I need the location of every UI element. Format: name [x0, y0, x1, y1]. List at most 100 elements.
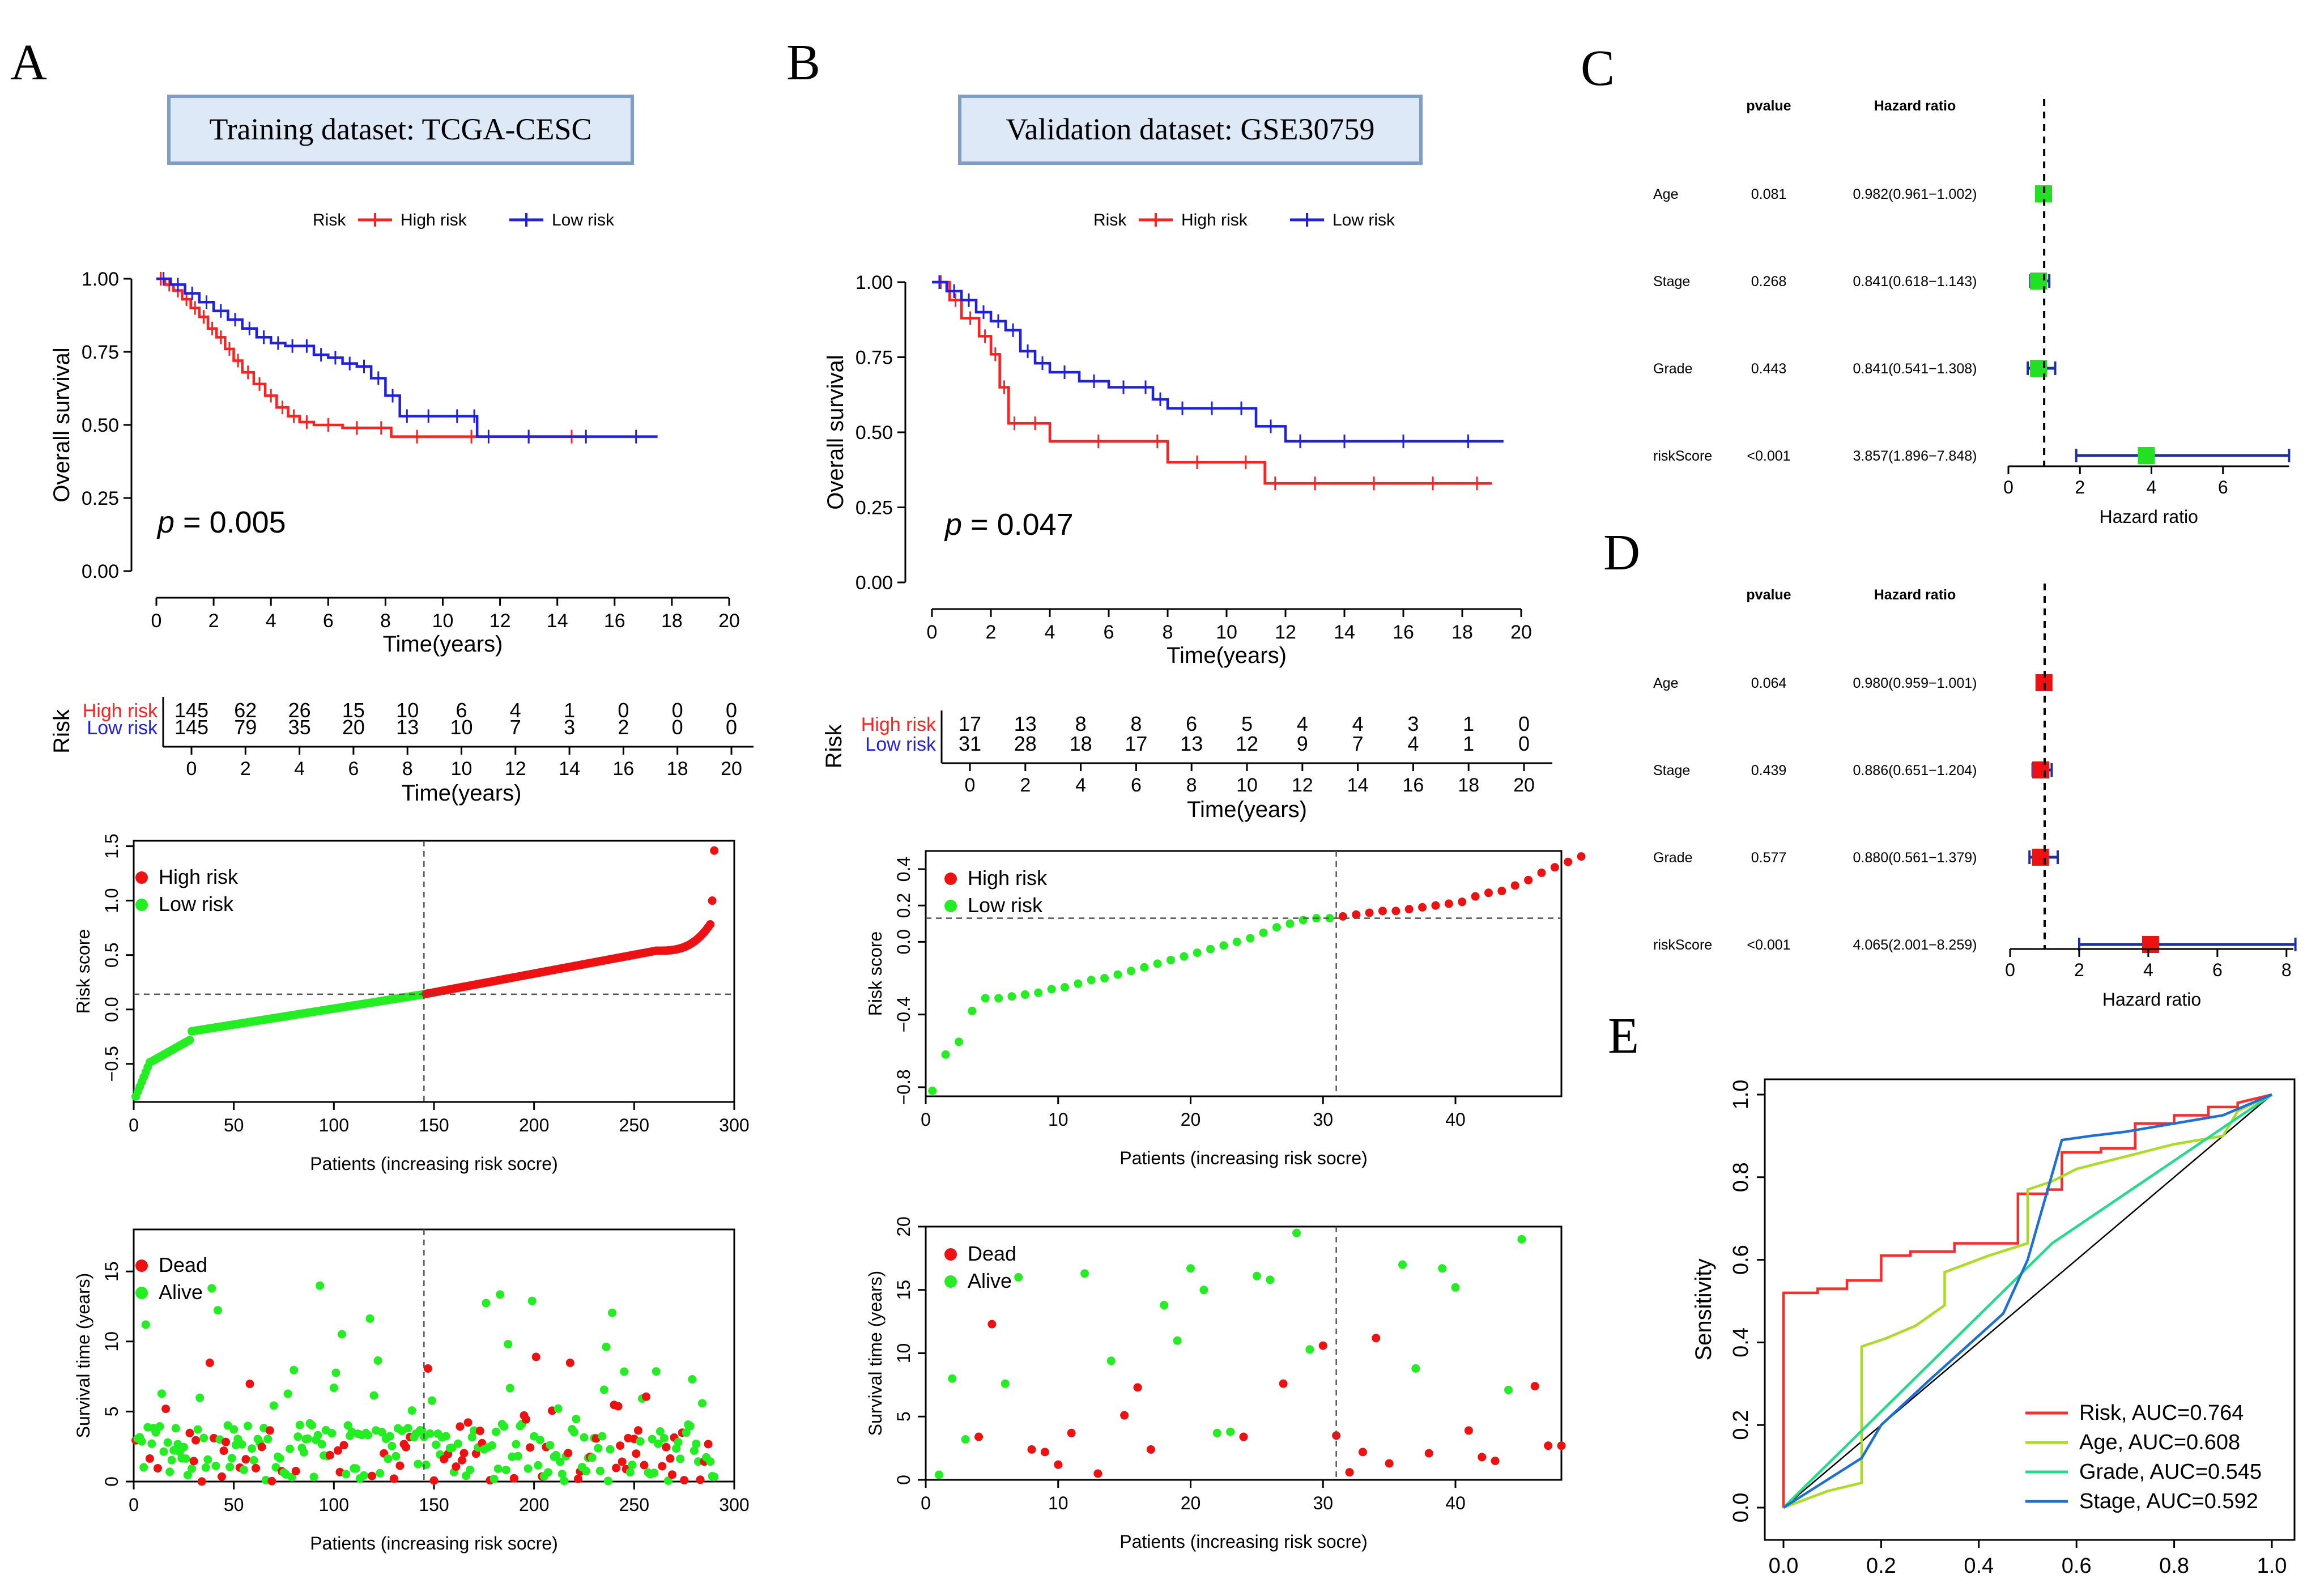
y-tick-label: 15: [893, 1280, 914, 1300]
km-curve-high-risk: [932, 280, 1492, 485]
survival-point: [333, 1446, 342, 1455]
x-tick-label: 40: [1445, 1493, 1466, 1513]
survival-point: [534, 1461, 543, 1470]
survival-point: [181, 1454, 190, 1463]
panel-letter-d: D: [1603, 525, 1640, 581]
forest-x-tick-label: 0: [2003, 477, 2013, 497]
risk-table-x-tick-label: 8: [402, 758, 413, 780]
forest-row-hr: 0.841(0.541−1.308): [1853, 361, 1977, 377]
survival-point: [191, 1436, 201, 1445]
survival-point: [1385, 1459, 1394, 1468]
risk-score-point: [1246, 934, 1255, 943]
survival-point: [1266, 1275, 1275, 1284]
survival-point: [325, 1450, 334, 1459]
survival-point: [1504, 1385, 1513, 1394]
forest-header-pvalue: pvalue: [1746, 98, 1791, 114]
survival-point: [674, 1438, 683, 1447]
risk-score-point: [1113, 970, 1122, 979]
y-axis-label: Survival time (years): [73, 1273, 93, 1438]
survival-point: [607, 1308, 616, 1317]
survival-point: [505, 1384, 514, 1393]
km-x-tick-label: 6: [323, 610, 334, 632]
km-x-tick-label: 2: [208, 610, 219, 632]
legend-label: High risk: [968, 866, 1048, 889]
plot-frame: [925, 1225, 1563, 1481]
risk-table-count: 6: [456, 699, 467, 722]
survival-point: [153, 1463, 162, 1472]
survival-point: [395, 1461, 405, 1470]
forest-x-tick-label: 6: [2218, 477, 2228, 497]
risk-table-count: 1: [564, 699, 575, 722]
roc-y-tick-label: 0.2: [1729, 1410, 1753, 1440]
risk-score-point: [1471, 892, 1480, 901]
survival-point: [263, 1435, 273, 1444]
survival-point: [241, 1455, 250, 1464]
survival-point: [546, 1441, 555, 1450]
survival-point: [662, 1442, 671, 1452]
risk-score-point: [1034, 988, 1043, 997]
survival-point: [367, 1471, 376, 1480]
risk-score-point: [1193, 948, 1202, 957]
survival-point: [482, 1299, 491, 1308]
km-x-axis-label: Time(years): [383, 632, 503, 657]
dataset-title-a: Training dataset: TCGA-CESC: [209, 112, 591, 146]
roc-legend-label: Stage, AUC=0.592: [2079, 1489, 2258, 1513]
survival-point: [205, 1358, 214, 1367]
survival-point: [287, 1472, 296, 1482]
x-tick-label: 20: [1181, 1109, 1201, 1130]
km-x-tick-label: 4: [266, 610, 276, 632]
survival-point: [1239, 1432, 1248, 1441]
km-x-tick-label: 12: [1275, 622, 1296, 643]
survival-point: [365, 1314, 374, 1323]
risk-table-x-axis-label: Time(years): [1187, 797, 1307, 822]
risk-table-x-tick-label: 4: [1075, 774, 1086, 796]
legend-dot: [135, 899, 148, 911]
risk-table-x-tick-label: 14: [1347, 774, 1369, 796]
x-axis-label: Patients (increasing risk socre): [310, 1533, 557, 1554]
km-y-axis-label: Overall survival: [49, 347, 74, 502]
risk-table-x-tick-label: 18: [667, 758, 688, 780]
survival-point: [531, 1352, 540, 1361]
survival-point: [1093, 1469, 1102, 1478]
survival-point: [667, 1470, 676, 1479]
survival-point: [303, 1434, 312, 1443]
risk-table-x-axis-label: Time(years): [402, 781, 522, 806]
survival-point: [467, 1433, 476, 1442]
survival-point: [569, 1428, 578, 1437]
survival-point: [689, 1446, 699, 1455]
risk-table-count: 145: [174, 699, 208, 722]
risk-table-count: 4: [510, 699, 521, 722]
legend-label: Alive: [159, 1280, 203, 1304]
survival-point: [1080, 1269, 1089, 1278]
risk-score-point: [1325, 914, 1334, 923]
roc-legend-label: Grade, AUC=0.545: [2079, 1460, 2262, 1484]
survival-point: [359, 1471, 368, 1480]
risk-score-point: [1550, 863, 1559, 872]
y-tick-label: 15: [101, 1261, 122, 1282]
survival-point: [1014, 1272, 1023, 1282]
km-y-tick-label: 0.50: [82, 415, 119, 436]
survival-point: [650, 1469, 659, 1478]
risk-table-x-tick-label: 4: [294, 758, 305, 780]
risk-table-count: 62: [234, 699, 257, 722]
survival-point: [139, 1463, 148, 1472]
survival-point: [389, 1474, 398, 1483]
km-x-tick-label: 18: [1451, 622, 1473, 643]
km-x-tick-label: 8: [380, 610, 391, 632]
x-tick-label: 10: [1048, 1109, 1069, 1130]
risk-score-point: [1047, 985, 1056, 994]
risk-table-count: 12: [1236, 732, 1258, 755]
survival-point: [693, 1457, 703, 1466]
survival-point: [1438, 1264, 1447, 1273]
survival-point: [1252, 1271, 1261, 1280]
roc-y-tick-label: 1.0: [1729, 1080, 1753, 1110]
risk-table-count: 1: [1463, 712, 1474, 735]
survival-point: [201, 1463, 210, 1472]
forest-row-hr: 0.982(0.961−1.002): [1853, 186, 1977, 202]
risk-table-count: 1: [1463, 732, 1474, 755]
risk-table-count: 13: [396, 716, 419, 739]
risk-score-point: [1180, 952, 1189, 961]
risk-table-row-label: High risk: [83, 700, 158, 722]
forest-row-pvalue: 0.439: [1751, 763, 1787, 778]
x-tick-label: 40: [1445, 1109, 1466, 1130]
